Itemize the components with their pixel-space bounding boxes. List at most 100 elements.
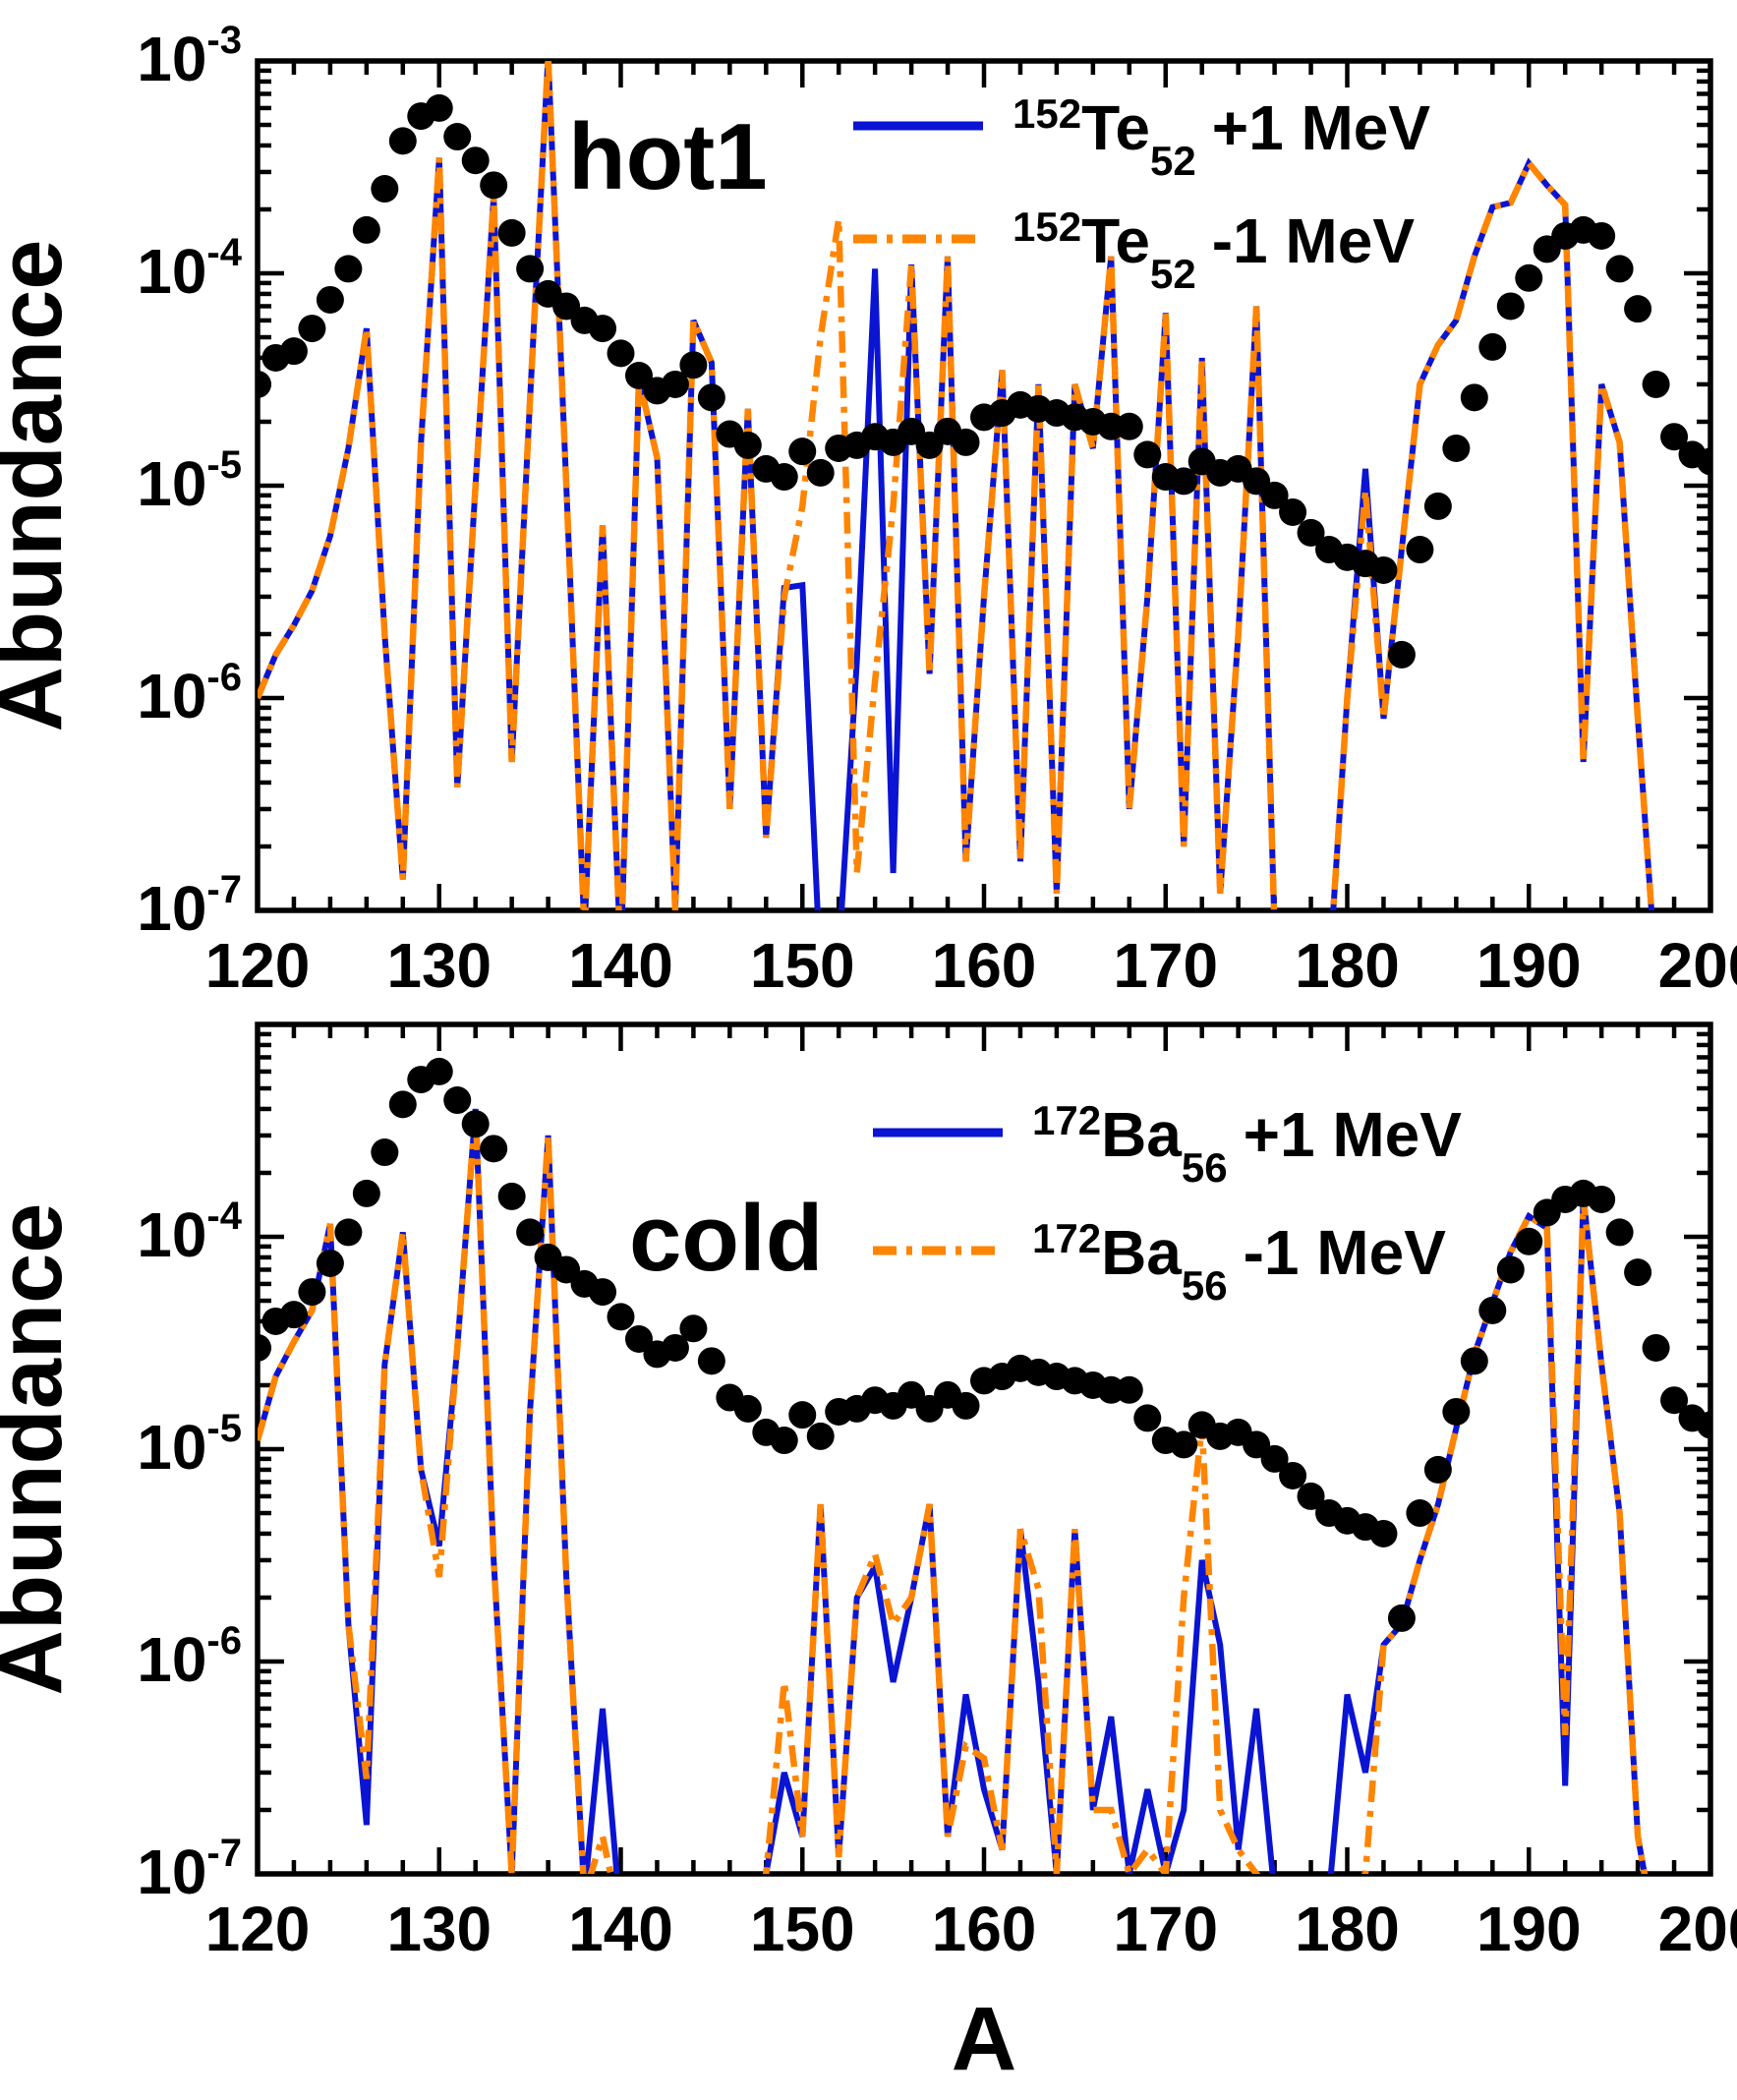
solar-dot bbox=[1460, 1347, 1488, 1375]
x-tick-label: 150 bbox=[750, 930, 855, 1001]
solar-dot bbox=[1115, 412, 1143, 440]
x-tick-label: 170 bbox=[1113, 1894, 1218, 1964]
solar-dot bbox=[770, 1427, 798, 1455]
solar-dot bbox=[1660, 1386, 1689, 1415]
solar-dot bbox=[425, 93, 453, 122]
solar-dot bbox=[1642, 1333, 1670, 1362]
curves bbox=[258, 61, 1655, 910]
top-legend: 152Te52 +1 MeV 152Te52 -1 MeV bbox=[853, 90, 1430, 297]
x-tick-label: 200 bbox=[1658, 930, 1737, 1001]
y-tick-label: 10-6 bbox=[137, 656, 242, 731]
solar-dot bbox=[1115, 1375, 1143, 1404]
solar-dot bbox=[589, 315, 617, 343]
curves bbox=[258, 1108, 1649, 1874]
solar-dot bbox=[516, 1218, 545, 1247]
solar-dot bbox=[1442, 1397, 1471, 1426]
y-tick-label: 10-6 bbox=[137, 1619, 242, 1695]
solar-dot bbox=[1697, 1411, 1710, 1439]
solar-dot bbox=[1260, 1444, 1289, 1473]
solar-dot bbox=[1260, 481, 1289, 509]
solar-dot bbox=[1515, 1227, 1543, 1255]
solar-dot bbox=[1588, 1185, 1616, 1213]
solar-dot bbox=[1605, 1218, 1634, 1247]
solar-dot bbox=[661, 370, 689, 398]
solar-dot bbox=[589, 1278, 617, 1307]
solar-dot bbox=[1369, 555, 1398, 584]
x-tick-label: 140 bbox=[568, 930, 673, 1001]
solar-dot bbox=[1369, 1519, 1398, 1547]
solar-dot bbox=[497, 1182, 526, 1210]
solar-dot bbox=[697, 383, 725, 412]
solar-dot bbox=[1642, 370, 1670, 398]
solar-dot bbox=[952, 428, 980, 456]
solar-dot bbox=[1406, 1499, 1434, 1528]
solar-dot bbox=[806, 458, 835, 487]
solar-dot bbox=[1387, 640, 1416, 669]
solar-dot bbox=[1442, 434, 1471, 462]
hot1-minus-curve bbox=[258, 61, 1655, 910]
solar-dot bbox=[1133, 1404, 1162, 1432]
solar-dot bbox=[497, 218, 526, 247]
x-axis-title: A bbox=[952, 1989, 1016, 2089]
solar-dot bbox=[624, 1325, 653, 1354]
solar-dot bbox=[1387, 1604, 1416, 1632]
solar-dot bbox=[480, 1135, 508, 1163]
y-tick-label: 10-4 bbox=[137, 1195, 243, 1270]
solar-dot bbox=[733, 431, 762, 459]
x-tick-label: 160 bbox=[932, 1894, 1037, 1964]
solar-dot bbox=[1515, 263, 1543, 292]
solar-dot bbox=[1279, 1461, 1307, 1489]
solar-dot bbox=[1478, 1296, 1507, 1324]
solar-dot bbox=[952, 1391, 980, 1420]
solar-dot bbox=[316, 1249, 344, 1277]
solar-dot bbox=[661, 1333, 689, 1362]
solar-dot bbox=[1423, 492, 1452, 520]
solar-dot bbox=[352, 1179, 380, 1207]
x-tick-label: 130 bbox=[386, 930, 492, 1001]
solar-dot bbox=[316, 285, 344, 314]
x-tick-label: 120 bbox=[205, 930, 311, 1001]
bottom-panel: 120 130 140 150 160 170 180 190 200 10-4 10-5 10-6 1… bbox=[0, 1021, 1737, 2089]
x-tick-label: 150 bbox=[750, 1894, 855, 1964]
x-tick-label: 140 bbox=[568, 1894, 673, 1964]
y-tick-label: 10-4 bbox=[137, 231, 243, 307]
solar-dot bbox=[788, 1401, 817, 1429]
legend-label-ba-minus: 172Ba56 -1 MeV bbox=[1032, 1215, 1446, 1309]
solar-dot bbox=[679, 351, 708, 379]
solar-dot bbox=[1170, 467, 1198, 496]
y-tick-label: 10-5 bbox=[137, 1407, 242, 1483]
solar-dot bbox=[1697, 447, 1710, 476]
solar-dot bbox=[733, 1394, 762, 1423]
x-tick-label: 180 bbox=[1295, 930, 1400, 1001]
x-tick-label: 180 bbox=[1295, 1894, 1400, 1964]
solar-dot bbox=[298, 1278, 326, 1307]
solar-dot bbox=[607, 339, 635, 368]
x-tick-label: 120 bbox=[205, 1894, 311, 1964]
solar-dot bbox=[1170, 1430, 1198, 1459]
solar-dot bbox=[425, 1057, 453, 1085]
cold-minus-curve bbox=[258, 1108, 1649, 1874]
solar-dot bbox=[1460, 383, 1488, 412]
solar-dot bbox=[770, 463, 798, 492]
solar-dot bbox=[1496, 292, 1525, 321]
solar-dot bbox=[516, 255, 545, 283]
solar-dot bbox=[298, 315, 326, 343]
top-y-axis-title: Abundance bbox=[0, 240, 81, 732]
solar-dot bbox=[1496, 1255, 1525, 1284]
solar-dot bbox=[788, 438, 817, 466]
y-tick-label: 10-3 bbox=[137, 19, 242, 94]
solar-dot bbox=[1588, 221, 1616, 250]
solar-dot bbox=[1279, 497, 1307, 526]
y-tick-label: 10-5 bbox=[137, 443, 242, 519]
solar-dot bbox=[480, 171, 508, 200]
solar-dot bbox=[258, 1333, 271, 1362]
solar-dot bbox=[607, 1303, 635, 1331]
x-tick-label: 190 bbox=[1476, 930, 1582, 1001]
x-tick-label: 160 bbox=[932, 930, 1037, 1001]
solar-dot bbox=[1478, 332, 1507, 361]
legend-label-ba-plus: 172Ba56 +1 MeV bbox=[1032, 1097, 1462, 1191]
solar-dot bbox=[679, 1314, 708, 1343]
solar-dot bbox=[461, 146, 490, 175]
solar-dot bbox=[352, 215, 380, 244]
